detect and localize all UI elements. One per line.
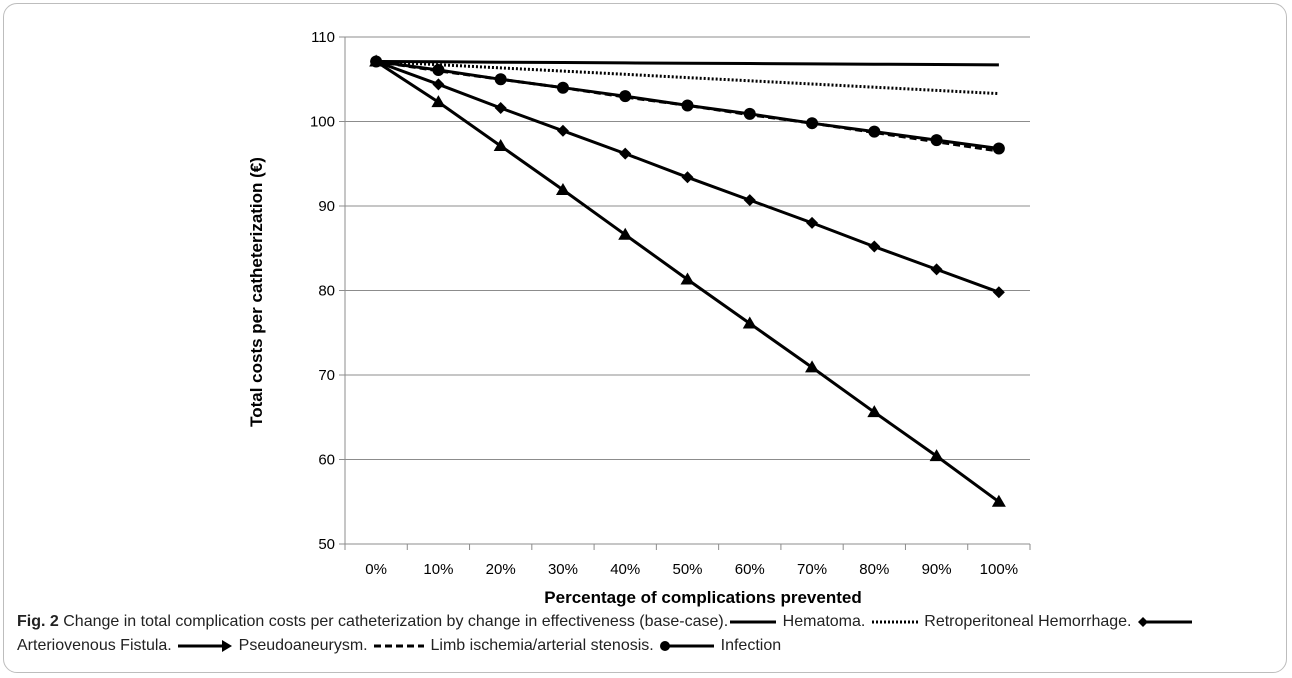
legend-key-av-fistula <box>1136 616 1194 628</box>
axes <box>339 37 1030 550</box>
y-tick-label: 90 <box>318 198 335 215</box>
x-tick-label: 40% <box>610 561 640 578</box>
data-point <box>931 263 943 275</box>
data-point <box>557 82 569 94</box>
x-tick-label: 0% <box>365 561 387 578</box>
legend-limb-ischemia: Limb ischemia/arterial stenosis. <box>431 637 654 654</box>
data-point <box>370 56 382 68</box>
legend-infection: Infection <box>721 637 781 654</box>
y-tick-label: 80 <box>318 283 335 300</box>
data-point <box>993 286 1005 298</box>
legend-key-limb-ischemia <box>372 641 426 651</box>
data-point <box>744 194 756 206</box>
data-point <box>868 241 880 253</box>
legend-key-retroperitoneal <box>870 617 920 627</box>
y-tick-label: 50 <box>318 536 335 553</box>
legend-av-fistula: Arteriovenous Fistula. <box>17 637 172 654</box>
y-tick-label: 110 <box>311 29 335 46</box>
x-tick-label: 90% <box>922 561 952 578</box>
x-tick-label: 100% <box>980 561 1018 578</box>
x-tick-label: 50% <box>672 561 702 578</box>
series-lines <box>369 55 1006 507</box>
y-tick-labels: 50 60 70 80 90 100 110 <box>310 29 335 553</box>
legend-pseudoaneurysm: Pseudoaneurysm. <box>239 637 368 654</box>
data-point <box>682 171 694 183</box>
series-hematoma <box>376 62 999 65</box>
caption-text: Change in total complication costs per c… <box>63 613 728 630</box>
data-point <box>744 108 756 120</box>
data-point <box>682 99 694 111</box>
x-tick-labels: 0% 10% 20% 30% 40% 50% 60% 70% 80% 90% 100% <box>365 561 1018 578</box>
data-point <box>619 148 631 160</box>
figure-label: Fig. 2 <box>17 613 59 630</box>
legend-hematoma: Hematoma. <box>783 613 866 630</box>
series-arteriovenous-fistula <box>370 56 1005 299</box>
data-point <box>495 73 507 85</box>
series-line <box>376 62 999 65</box>
data-point <box>619 90 631 102</box>
x-tick-label: 70% <box>797 561 827 578</box>
series-infection <box>370 56 1005 155</box>
data-point <box>432 64 444 76</box>
data-point <box>868 126 880 138</box>
data-point <box>993 143 1005 155</box>
data-point <box>931 134 943 146</box>
legend-retroperitoneal: Retroperitoneal Hemorrhage. <box>924 613 1131 630</box>
x-tick-label: 10% <box>423 561 453 578</box>
legend-key-pseudoaneurysm <box>176 640 234 652</box>
y-tick-label: 70 <box>318 367 335 384</box>
series-line <box>376 62 999 94</box>
x-tick-label: 60% <box>735 561 765 578</box>
x-tick-label: 80% <box>859 561 889 578</box>
data-point <box>806 117 818 129</box>
x-tick-label: 30% <box>548 561 578 578</box>
data-point <box>806 217 818 229</box>
data-point <box>432 78 444 90</box>
data-point <box>495 102 507 114</box>
legend-key-hematoma <box>728 617 778 627</box>
figure-caption: Fig. 2 Change in total complication cost… <box>17 610 1277 658</box>
line-chart: 50 60 70 80 90 100 110 0% 10% 20% 30% 40% 50% 60% 70%… <box>0 0 1292 610</box>
y-axis-title: Total costs per catheterization (€) <box>247 157 266 427</box>
y-tick-label: 60 <box>318 452 335 469</box>
x-axis-title: Percentage of complications prevented <box>544 588 861 607</box>
data-point <box>431 95 445 107</box>
series-pseudoaneurysm <box>369 55 1006 507</box>
y-tick-label: 100 <box>310 114 335 131</box>
x-tick-label: 20% <box>486 561 516 578</box>
data-point <box>557 125 569 137</box>
series-retroperitoneal-hemorrhage <box>376 62 999 94</box>
legend-key-infection <box>658 640 716 652</box>
